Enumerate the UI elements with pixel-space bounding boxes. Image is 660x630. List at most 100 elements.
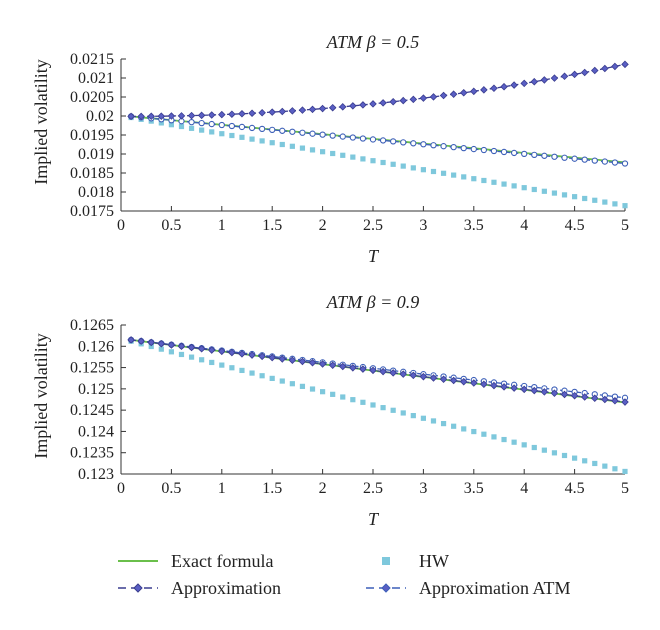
x-tick-label: 0.5 — [161, 217, 181, 234]
approximation-atm-point — [621, 160, 629, 167]
legend-label: Approximation — [171, 578, 281, 598]
y-tick-label: 0.1235 — [70, 445, 114, 462]
x-tick-label: 4.5 — [565, 217, 585, 234]
x-axis-label: T — [368, 509, 380, 529]
x-tick-label: 2.5 — [363, 480, 383, 497]
hw-point — [239, 134, 245, 140]
hw-point — [430, 418, 437, 424]
hw-point — [279, 141, 285, 148]
hw-point — [541, 447, 547, 453]
x-tick-label: 3 — [419, 217, 427, 234]
approximation-point — [288, 356, 297, 364]
hw-point — [158, 346, 164, 352]
hw-point — [350, 397, 356, 403]
approximation-point — [328, 103, 337, 112]
approximation-point — [258, 108, 266, 117]
hw-point — [501, 181, 507, 187]
legend-swatch-approximation-marker — [133, 583, 143, 593]
hw-point — [249, 370, 255, 376]
approximation-point — [137, 112, 145, 121]
approximation-point — [197, 345, 206, 353]
approximation-point — [611, 62, 619, 71]
approximation-point — [470, 87, 478, 96]
hw-point — [420, 415, 426, 421]
approximation-atm-point — [238, 123, 246, 131]
approximation-point — [520, 385, 528, 394]
approximation-point — [530, 77, 539, 86]
y-tick-label: 0.123 — [78, 466, 114, 483]
hw-point — [551, 450, 558, 456]
x-axis-label: T — [368, 246, 380, 266]
approximation-atm-point — [470, 145, 477, 153]
approximation-atm-point — [420, 141, 427, 148]
approximation-point — [520, 79, 528, 88]
approximation-point — [369, 100, 377, 108]
approximation-atm-point — [531, 151, 538, 158]
approximation-point — [601, 64, 609, 73]
legend-swatch-hw — [382, 557, 390, 565]
hw-point — [269, 140, 275, 146]
x-ticks: 0 0.5 1 1.5 2 2.5 3 3.5 4 4.5 5 — [117, 469, 629, 497]
hw-point — [511, 183, 517, 189]
approximation-point — [490, 84, 498, 93]
hw-point — [612, 466, 618, 472]
x-tick-label: 2 — [319, 217, 327, 234]
approximation-point — [510, 81, 518, 89]
approximation-point — [550, 74, 559, 82]
hw-point — [259, 138, 265, 144]
approximation-point — [379, 99, 387, 107]
hw-point — [289, 143, 295, 149]
approximation-point — [177, 112, 186, 120]
hw-point — [551, 190, 558, 196]
hw-point — [561, 452, 568, 459]
y-tick-label: 0.125 — [78, 381, 114, 398]
hw-point — [360, 156, 366, 162]
approximation-point — [207, 346, 216, 354]
x-tick-label: 4 — [520, 217, 528, 234]
approximation-point — [127, 336, 135, 344]
chart-panel-beta-05: ATM β = 0.5 Implied volatility T 0 0.5 1 1.… — [31, 32, 629, 266]
hw-point — [229, 132, 235, 139]
hw-point — [572, 194, 578, 200]
hw-point — [511, 439, 517, 445]
approximation-atm-point — [440, 143, 447, 150]
y-tick-label: 0.021 — [78, 70, 114, 87]
y-axis-label: Implied volatility — [31, 333, 51, 458]
approximation-point — [429, 374, 438, 382]
approximation-point — [187, 343, 196, 352]
hw-point — [430, 168, 437, 175]
approximation-point — [308, 358, 317, 367]
approximation-point — [268, 353, 276, 362]
x-tick-label: 1 — [218, 480, 226, 497]
hw-point — [309, 147, 316, 153]
approximation-point — [601, 395, 609, 404]
approximation-point — [177, 342, 186, 351]
hw-point — [380, 159, 386, 166]
approximation-point — [590, 66, 599, 75]
y-tick-label: 0.0195 — [70, 127, 114, 144]
hw-point — [400, 410, 406, 416]
approximation-atm-point — [309, 130, 316, 137]
approximation-point — [570, 70, 579, 79]
approximation-point — [369, 366, 377, 375]
approximation-point — [500, 383, 508, 391]
hw-point — [612, 201, 618, 207]
legend-item-hw: HW — [382, 551, 449, 571]
approximation-point — [399, 96, 408, 105]
hw-point — [400, 163, 406, 169]
hw-point — [209, 359, 215, 366]
hw-point — [360, 399, 366, 405]
approximation-point — [349, 364, 357, 372]
x-tick-label: 3 — [419, 480, 427, 497]
approximation-point — [298, 357, 307, 366]
approximation-point — [157, 112, 166, 120]
hw-point — [451, 172, 457, 178]
hw-point — [309, 386, 316, 392]
approximation-point — [207, 111, 216, 119]
approximation-point — [590, 394, 599, 403]
approximation-point — [147, 112, 156, 121]
approximation-point — [127, 112, 135, 121]
approximation-point — [288, 107, 297, 115]
legend-item-approximation-atm: Approximation ATM — [366, 578, 571, 598]
